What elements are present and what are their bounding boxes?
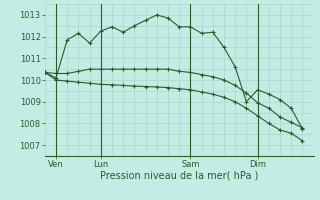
X-axis label: Pression niveau de la mer( hPa ): Pression niveau de la mer( hPa ) [100,171,258,181]
